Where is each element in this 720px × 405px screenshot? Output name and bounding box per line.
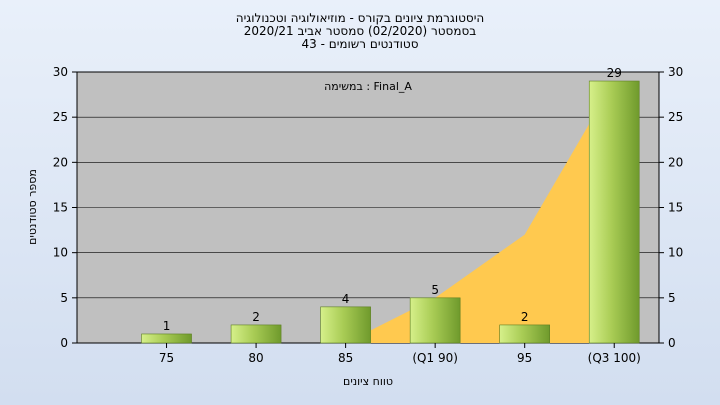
data-label-0: 1 — [163, 319, 171, 333]
y-tick-label-right-20: 20 — [668, 155, 683, 169]
y-tick-label-right-0: 0 — [668, 336, 676, 350]
data-label-5: 29 — [607, 66, 622, 80]
y-axis-left: 0 5 10 15 20 25 30 — [53, 65, 77, 350]
cumulative-area — [166, 81, 615, 344]
y-axis-label: מספר סטודנטים — [26, 169, 39, 245]
x-tick-label-4: 95 — [517, 351, 532, 365]
x-tick-label-5: (Q3 100) — [588, 351, 641, 365]
y-tick-label-right-10: 10 — [668, 246, 683, 260]
bar-3 — [409, 297, 461, 344]
y-tick-label-right-15: 15 — [668, 201, 683, 215]
data-label-1: 2 — [252, 310, 260, 324]
data-labels: 1 2 4 5 2 29 — [163, 66, 622, 333]
y-tick-label-left-0: 0 — [60, 336, 68, 350]
bar-2 — [320, 306, 371, 344]
chart-title: היסטוגרמת ציונים בקורס - מוזיאולוגיה וטכ… — [236, 11, 484, 51]
y-tick-label-left-30: 30 — [53, 65, 68, 79]
y-axis-right: 0 5 10 15 20 25 30 — [659, 65, 683, 350]
data-label-4: 2 — [521, 310, 529, 324]
y-tick-label-left-20: 20 — [53, 155, 68, 169]
x-tick-label-0: 75 — [159, 351, 174, 365]
x-tick-label-3: (Q1 90) — [412, 351, 458, 365]
data-label-3: 5 — [431, 283, 439, 297]
y-tick-label-right-5: 5 — [668, 291, 676, 305]
title-line-3: סטודנטים רשומים - 43 — [301, 37, 418, 51]
assignment-annotation: במשימה : Final_A — [324, 80, 412, 93]
y-tick-label-left-15: 15 — [53, 201, 68, 215]
bar-1 — [230, 324, 282, 344]
title-line-2: בסמסטר (02/2020) סמסטר אביב 2020/21 — [244, 24, 476, 38]
data-label-2: 4 — [342, 292, 350, 306]
x-tick-label-2: 85 — [338, 351, 353, 365]
title-line-1: היסטוגרמת ציונים בקורס - מוזיאולוגיה וטכ… — [236, 11, 484, 25]
x-axis: 75 80 85 (Q1 90) 95 (Q3 100) — [159, 343, 641, 365]
bar-5 — [588, 80, 640, 344]
y-tick-label-right-25: 25 — [668, 110, 683, 124]
x-axis-label: טווח ציונים — [343, 375, 393, 388]
x-tick-label-1: 80 — [248, 351, 263, 365]
bar-4 — [499, 324, 550, 344]
bar-0 — [141, 333, 192, 344]
y-tick-label-left-5: 5 — [60, 291, 68, 305]
y-tick-label-left-25: 25 — [53, 110, 68, 124]
y-tick-label-left-10: 10 — [53, 246, 68, 260]
y-tick-label-right-30: 30 — [668, 65, 683, 79]
